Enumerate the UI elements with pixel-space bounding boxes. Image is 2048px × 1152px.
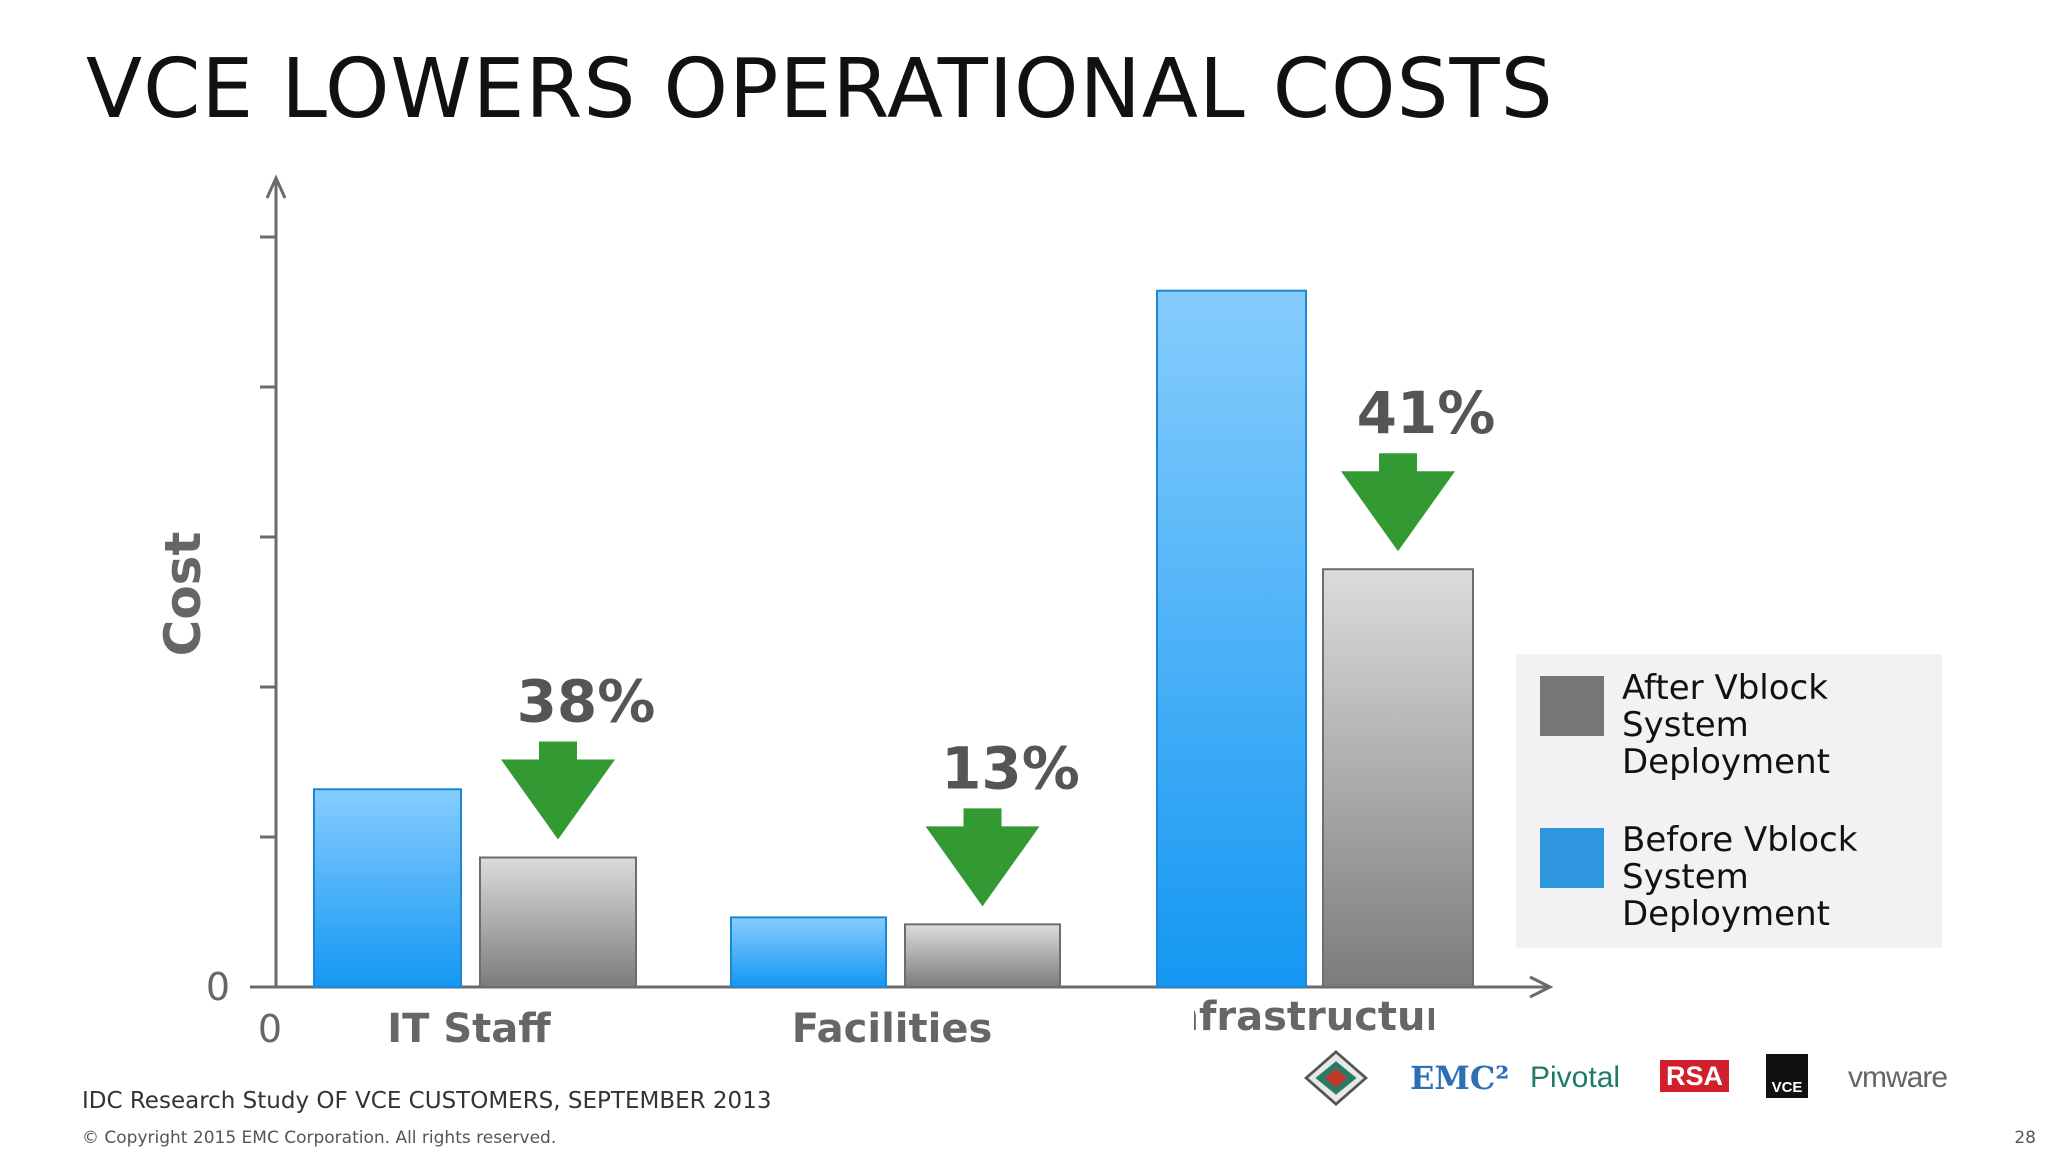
legend-label-after: After Vblock System Deployment: [1622, 668, 1830, 782]
bar-after: [479, 856, 637, 988]
bar-before: [730, 916, 887, 988]
vce-logo: VCE: [1766, 1054, 1808, 1098]
x-category-label: Facilities: [792, 1006, 993, 1052]
chart-legend: After Vblock System Deployment Before Vb…: [1516, 654, 1942, 948]
emc-logo: EMC²: [1410, 1059, 1510, 1097]
down-arrow-icon: [1341, 453, 1455, 552]
bar-before: [313, 788, 462, 988]
bar-before: [1156, 289, 1307, 989]
percent-reduction-label: 13%: [941, 734, 1080, 802]
chart-bars: [313, 289, 1474, 989]
y-axis-arrow: [265, 174, 287, 199]
legend-swatch-before: [1540, 828, 1604, 888]
x-category-label: IT Staff: [387, 1006, 551, 1052]
pivotal-logo: Pivotal: [1530, 1061, 1621, 1094]
vce-cube-logo: [1304, 1050, 1368, 1106]
chart-labels: 00 Cost 38% IT Staff 13% Facilities 41% Infrast…: [154, 379, 1495, 1052]
percent-reduction-label: 38%: [517, 667, 656, 735]
bar-after: [904, 923, 1061, 988]
y-axis-label: Cost: [154, 532, 212, 657]
page-number: 28: [2014, 1128, 2036, 1148]
vmware-logo: vmware: [1848, 1061, 1948, 1094]
partner-logos: EMC² Pivotal RSA VCE vmware: [1296, 1050, 1976, 1110]
bar-after: [1322, 568, 1474, 988]
rsa-logo: RSA: [1660, 1060, 1730, 1092]
down-arrow-icon: [925, 808, 1040, 907]
x-origin-label: 0: [258, 1007, 282, 1051]
legend-label-before: Before Vblock System Deployment: [1622, 820, 1858, 934]
x-category-label: Infrastructure: [1156, 994, 1473, 1040]
legend-swatch-after: [1540, 676, 1604, 736]
y-tick-label: 0: [206, 965, 230, 1009]
down-arrow-icon: [501, 741, 615, 840]
source-note: IDC Research Study OF VCE CUSTOMERS, SEP…: [82, 1088, 772, 1114]
copyright-text: © Copyright 2015 EMC Corporation. All ri…: [82, 1128, 557, 1148]
x-axis-arrow: [1529, 975, 1554, 999]
percent-reduction-label: 41%: [1357, 379, 1496, 447]
slide-title: VCE LOWERS OPERATIONAL COSTS: [86, 42, 1554, 137]
